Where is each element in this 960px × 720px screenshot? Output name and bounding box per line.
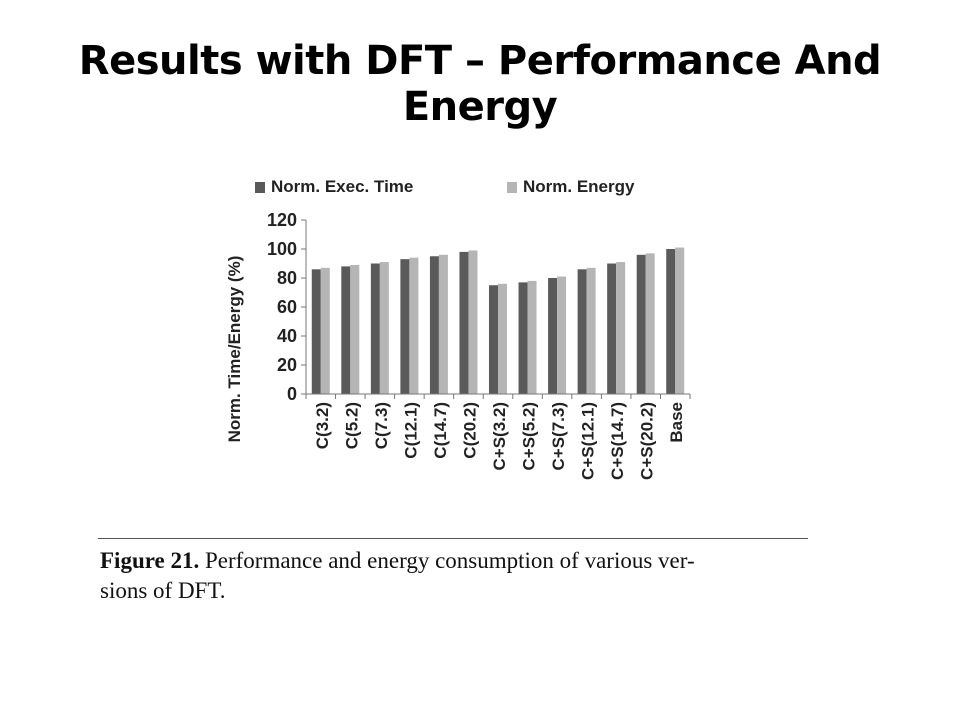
y-tick-label: 120 <box>267 210 297 230</box>
bar <box>489 285 498 394</box>
bar <box>341 266 351 394</box>
x-tick-label: C+S(5.2) <box>520 402 539 471</box>
bar <box>370 263 380 394</box>
legend-swatch <box>255 182 265 193</box>
bar <box>675 247 685 394</box>
x-tick-label: C+S(3.2) <box>490 402 509 471</box>
x-tick-label: C(12.1) <box>401 402 420 459</box>
caption-text-continued: sions of DFT. <box>100 578 226 603</box>
x-tick-label: C+S(20.2) <box>638 402 657 480</box>
bar <box>379 262 389 394</box>
y-tick-label: 100 <box>267 239 297 259</box>
bar <box>468 250 478 394</box>
x-tick-label: C(3.2) <box>313 402 332 449</box>
chart-legend: Norm. Exec. Time Norm. Energy <box>255 177 635 196</box>
figure-caption: Figure 21. Performance and energy consum… <box>100 546 810 606</box>
bar <box>320 267 330 394</box>
y-axis: 0 20 40 60 80 100 120 <box>267 210 307 404</box>
y-tick-label: 20 <box>277 355 297 375</box>
x-tick-label: C+S(12.1) <box>579 402 598 480</box>
bar <box>548 278 558 394</box>
bar <box>666 249 676 394</box>
legend-label: Norm. Exec. Time <box>271 177 413 196</box>
caption-divider <box>98 538 808 539</box>
y-tick-label: 80 <box>277 268 297 288</box>
y-tick-label: 0 <box>287 384 297 404</box>
x-tick-label: C(7.3) <box>372 402 391 449</box>
bar <box>527 280 537 394</box>
bar <box>409 257 419 394</box>
y-tick-label: 40 <box>277 326 297 346</box>
slide-title: Results with DFT – Performance And Energ… <box>78 38 882 130</box>
bar <box>645 253 655 394</box>
x-tick-label: C(20.2) <box>460 402 479 459</box>
bar-chart: Norm. Exec. Time Norm. Energy Norm. Time/… <box>225 177 691 480</box>
x-tick-label: C(14.7) <box>431 402 450 459</box>
bar <box>518 282 528 394</box>
caption-text: Performance and energy consumption of va… <box>199 548 695 573</box>
x-tick-label: C+S(14.7) <box>608 402 627 480</box>
bar <box>616 262 626 394</box>
x-tick-label: C(5.2) <box>342 402 361 449</box>
y-axis-label: Norm. Time/Energy (%) <box>225 256 244 443</box>
figure-label: Figure 21. <box>100 548 200 573</box>
bar <box>311 269 321 394</box>
bar <box>429 256 439 394</box>
legend-label: Norm. Energy <box>523 177 635 196</box>
bar <box>636 254 646 394</box>
x-tick-label: C+S(7.3) <box>549 402 568 471</box>
bar <box>498 283 507 394</box>
bar <box>438 254 448 394</box>
bars <box>311 247 685 394</box>
bar <box>350 264 360 394</box>
x-tick-label: Base <box>667 402 686 443</box>
bar <box>586 267 596 394</box>
x-axis: C(3.2) C(5.2) C(7.3) C(12.1) C(14.7) C(20.2) C… <box>305 393 691 480</box>
bar <box>400 259 410 394</box>
bar <box>459 251 469 394</box>
bar <box>607 263 617 394</box>
bar <box>557 276 567 394</box>
y-tick-label: 60 <box>277 297 297 317</box>
legend-swatch <box>507 182 517 193</box>
bar <box>577 269 587 394</box>
